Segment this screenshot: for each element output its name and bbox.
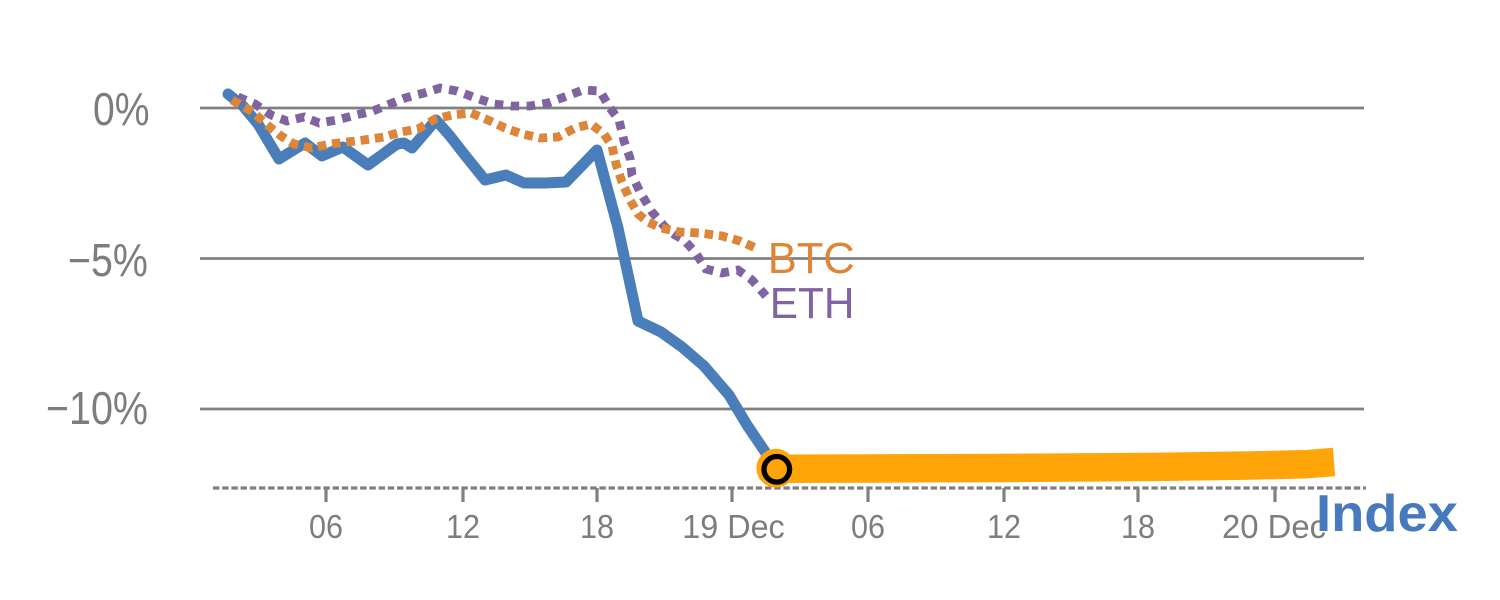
svg-text:ETH: ETH bbox=[770, 280, 855, 329]
svg-text:Index: Index bbox=[1316, 485, 1458, 543]
svg-text:12: 12 bbox=[987, 508, 1021, 546]
svg-text:12: 12 bbox=[446, 508, 480, 546]
svg-text:06: 06 bbox=[309, 508, 343, 546]
svg-text:−10%: −10% bbox=[46, 383, 148, 435]
svg-text:06: 06 bbox=[851, 508, 885, 546]
svg-text:19 Dec: 19 Dec bbox=[682, 507, 784, 545]
svg-text:BTC: BTC bbox=[768, 235, 855, 283]
svg-text:20 Dec: 20 Dec bbox=[1222, 509, 1326, 546]
svg-text:18: 18 bbox=[580, 508, 614, 546]
svg-text:−5%: −5% bbox=[68, 235, 148, 287]
svg-text:18: 18 bbox=[1121, 508, 1155, 546]
svg-text:0%: 0% bbox=[93, 84, 150, 136]
